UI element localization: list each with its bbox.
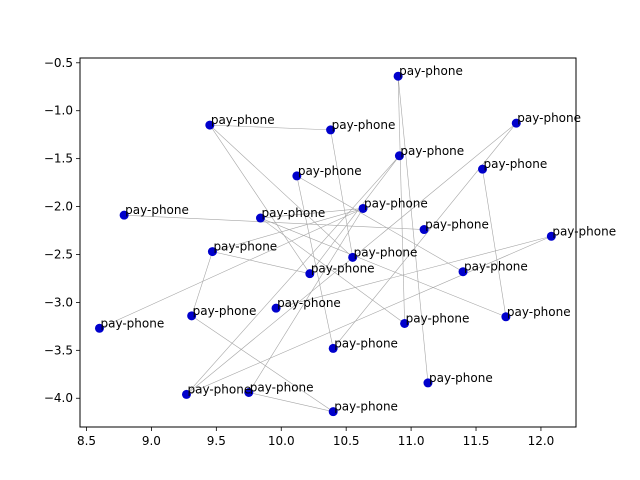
edge-line [191, 315, 334, 412]
point-label: pay-phone [187, 382, 251, 396]
point-label: pay-phone [517, 111, 581, 125]
point-label: pay-phone [429, 371, 493, 385]
data-point [326, 125, 336, 135]
data-point [328, 407, 338, 417]
x-tick-label: 12.0 [528, 434, 555, 448]
edge-line [212, 208, 364, 252]
point-label: pay-phone [261, 206, 325, 220]
edge-line [186, 155, 400, 395]
point-label: pay-phone [364, 196, 428, 210]
point-label: pay-phone [125, 203, 189, 217]
data-point [181, 389, 191, 399]
y-tick-label: −3.5 [44, 343, 73, 357]
data-point [205, 120, 215, 130]
point-label: pay-phone [250, 380, 314, 394]
edge-line [330, 129, 353, 258]
x-tick-label: 10.5 [333, 434, 360, 448]
edge-line [309, 155, 400, 274]
point-label: pay-phone [334, 336, 398, 350]
edge-line [397, 76, 429, 383]
data-point [546, 231, 556, 241]
data-point [187, 311, 197, 321]
edge-line [397, 76, 405, 324]
point-label: pay-phone [400, 144, 464, 158]
y-tick-label: −0.5 [44, 56, 73, 70]
point-label: pay-phone [406, 311, 470, 325]
point-label: pay-phone [311, 262, 375, 276]
y-tick-label: −4.0 [44, 391, 73, 405]
data-point [458, 267, 468, 277]
data-point [394, 151, 404, 161]
point-label: pay-phone [334, 400, 398, 414]
edge-line [99, 208, 364, 329]
point-label: pay-phone [507, 305, 571, 319]
point-label: pay-phone [298, 164, 362, 178]
edge-line [209, 124, 353, 258]
point-label: pay-phone [211, 113, 275, 127]
data-point [348, 252, 358, 262]
point-label: pay-phone [193, 304, 257, 318]
edge-line [275, 235, 552, 309]
y-axis: −0.5 −1.0 −1.5 −2.0 −2.5 −3.0 −3.5 −4.0 [44, 56, 80, 405]
y-tick-label: −3.0 [44, 295, 73, 309]
y-tick-label: −2.5 [44, 247, 73, 261]
data-point [511, 118, 521, 128]
edge-line [296, 175, 334, 349]
point-label: pay-phone [464, 260, 528, 274]
data-point [419, 225, 429, 235]
data-point [393, 71, 403, 81]
data-point [328, 343, 338, 353]
points-layer [94, 71, 556, 417]
data-point [271, 303, 281, 313]
data-point [423, 378, 433, 388]
data-point [400, 318, 410, 328]
point-label: pay-phone [354, 245, 418, 259]
point-label: pay-phone [552, 224, 616, 238]
edge-line [191, 251, 213, 316]
data-point [207, 247, 217, 257]
point-label: pay-phone [277, 296, 341, 310]
data-point [358, 203, 368, 213]
edge-line [212, 251, 310, 274]
x-tick-label: 11.0 [398, 434, 425, 448]
point-label: pay-phone [100, 316, 164, 330]
point-label: pay-phone [484, 157, 548, 171]
point-label: pay-phone [425, 218, 489, 232]
edge-line [332, 122, 517, 349]
data-point [94, 323, 104, 333]
data-point [305, 269, 315, 279]
data-point [478, 164, 488, 174]
y-tick-label: −2.0 [44, 200, 73, 214]
edges-layer [99, 76, 552, 412]
point-label: pay-phone [213, 240, 277, 254]
x-tick-label: 9.5 [207, 434, 226, 448]
point-label: pay-phone [332, 118, 396, 132]
edge-line [296, 175, 464, 272]
data-point [255, 213, 265, 223]
edge-line [209, 124, 331, 131]
data-point [119, 210, 129, 220]
x-axis: 8.5 9.0 9.5 10.0 10.5 11.0 11.5 12.0 [77, 427, 554, 448]
edge-line [260, 217, 506, 318]
edge-line [482, 169, 507, 317]
x-tick-label: 9.0 [142, 434, 161, 448]
edge-line [124, 214, 425, 230]
point-label: pay-phone [399, 64, 463, 78]
x-tick-label: 8.5 [77, 434, 96, 448]
x-tick-label: 11.5 [463, 434, 490, 448]
y-tick-label: −1.5 [44, 152, 73, 166]
edge-line [209, 124, 311, 274]
data-point [501, 312, 511, 322]
edge-line [248, 392, 334, 412]
edge-line [186, 235, 552, 395]
edge-line [260, 208, 364, 219]
data-point [292, 171, 302, 181]
y-tick-label: −1.0 [44, 104, 73, 118]
data-point [244, 387, 254, 397]
plot-frame [79, 57, 577, 428]
x-tick-label: 10.0 [268, 434, 295, 448]
